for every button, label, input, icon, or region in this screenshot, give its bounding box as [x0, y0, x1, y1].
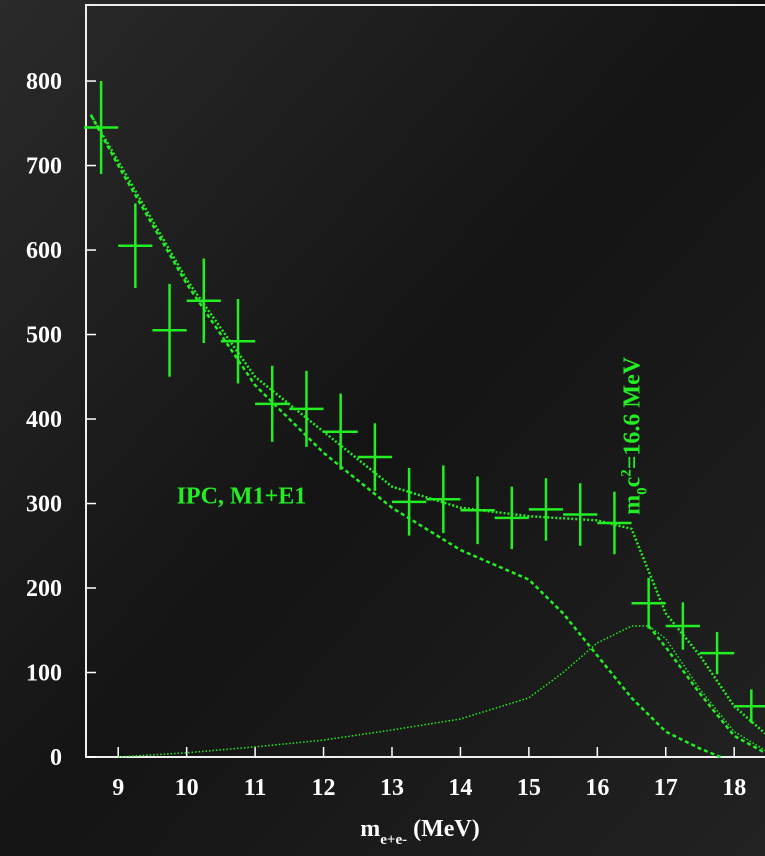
- annotation-part: c: [620, 476, 646, 487]
- x-tick-label: 10: [175, 775, 199, 801]
- y-tick-label: 700: [26, 154, 62, 180]
- x-tick-label: 14: [448, 775, 472, 801]
- y-tick-label: 500: [26, 323, 62, 349]
- y-tick-label: 600: [26, 238, 62, 264]
- chart: me+e- (MeV) 0100200300400500600700800910…: [0, 0, 765, 856]
- annotation: IPC, M1+E1: [177, 484, 307, 510]
- x-tick-label: 16: [585, 775, 609, 801]
- x-tick-label: 11: [244, 775, 267, 801]
- x-tick-label: 17: [654, 775, 678, 801]
- y-tick-label: 800: [26, 69, 62, 95]
- y-tick-label: 400: [26, 407, 62, 433]
- x-tick-label: 13: [380, 775, 404, 801]
- y-tick-label: 100: [26, 661, 62, 687]
- annotation-part: m: [620, 495, 646, 515]
- y-tick-label: 300: [26, 492, 62, 518]
- x-tick-label: 15: [517, 775, 541, 801]
- y-tick-label: 0: [50, 745, 62, 771]
- y-tick-label: 200: [26, 576, 62, 602]
- x-tick-label: 9: [112, 775, 124, 801]
- annotation-part: 0: [635, 487, 651, 495]
- x-tick-label: 18: [722, 775, 746, 801]
- annotation-part: =16.6 MeV: [620, 356, 646, 469]
- annotation-part: 2: [619, 469, 635, 477]
- x-tick-label: 12: [312, 775, 336, 801]
